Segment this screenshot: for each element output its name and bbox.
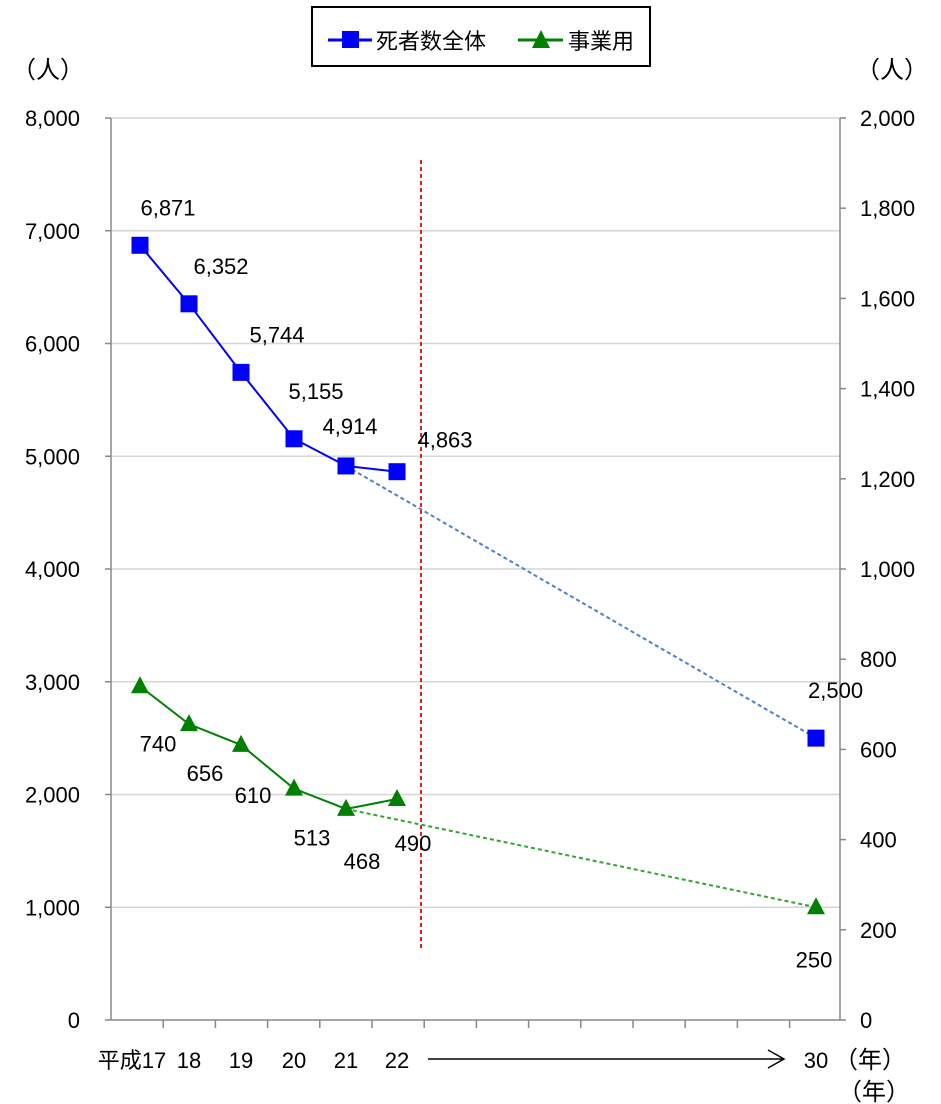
gridlines <box>111 117 840 908</box>
data-point-triangle <box>180 714 198 732</box>
target-label: 2,500 <box>808 678 863 703</box>
right-tick-label: 1,200 <box>860 467 915 492</box>
data-label: 468 <box>344 849 381 874</box>
right-tick-label: 200 <box>860 918 897 943</box>
data-point-triangle <box>232 734 250 752</box>
legend-box <box>311 6 651 67</box>
x-tick-label: 18 <box>177 1048 201 1073</box>
legend-label-total: 死者数全体 <box>376 30 486 55</box>
data-label: 490 <box>395 831 432 856</box>
data-point-triangle <box>388 789 406 807</box>
left-tick-label: 8,000 <box>25 106 80 131</box>
x-tick-label: 30 <box>804 1048 828 1073</box>
data-point-triangle <box>131 676 149 694</box>
left-axis-unit: （人） <box>12 56 84 84</box>
left-tick-label: 3,000 <box>25 670 80 695</box>
right-tick-label: 1,400 <box>860 377 915 402</box>
data-point-triangle <box>807 897 825 915</box>
data-label: 513 <box>294 826 331 851</box>
x-tick-label: 22 <box>385 1048 409 1073</box>
data-point-square <box>131 236 149 254</box>
x-axis-ticks <box>162 1020 791 1028</box>
x-axis-labels: 平成17 18 19 20 21 22 30 <box>98 1048 828 1073</box>
data-point-square <box>232 363 250 381</box>
data-label: 5,744 <box>249 322 304 347</box>
target-label: 250 <box>796 947 833 972</box>
right-axis-ticks: 0 200 400 600 800 1,000 1,200 1,400 1,600 1,800 2,… <box>840 106 915 1033</box>
legend-label-commercial: 事業用 <box>568 30 634 55</box>
right-tick-label: 2,000 <box>860 106 915 131</box>
right-tick-label: 1,800 <box>860 196 915 221</box>
x-tick-label: 19 <box>229 1048 253 1073</box>
x-tick-label: 平成17 <box>98 1048 166 1073</box>
left-tick-label: 1,000 <box>25 895 80 920</box>
data-point-square <box>807 729 825 747</box>
x-axis-arrow <box>428 1049 786 1069</box>
data-point-triangle <box>337 798 355 816</box>
x-tick-label: 20 <box>282 1048 306 1073</box>
right-tick-label: 400 <box>860 828 897 853</box>
target-line <box>345 807 817 909</box>
data-point-square <box>337 457 355 475</box>
x-tick-label: 21 <box>334 1048 358 1073</box>
series-line <box>139 685 398 810</box>
left-tick-label: 5,000 <box>25 444 80 469</box>
legend: 死者数全体 事業用 <box>311 6 651 67</box>
x-axis-unit-secondary: （年） <box>838 1078 910 1104</box>
right-tick-label: 1,000 <box>860 557 915 582</box>
data-point-square <box>388 463 406 481</box>
data-point-square <box>285 430 303 448</box>
series-layer: 6,871 6,352 5,744 5,155 4,914 4,863 2,500 740 65… <box>131 195 863 972</box>
data-label: 4,863 <box>417 428 472 453</box>
data-label: 656 <box>187 761 224 786</box>
data-label: 740 <box>140 731 177 756</box>
right-tick-label: 1,600 <box>860 286 915 311</box>
data-label: 610 <box>235 783 272 808</box>
legend-marker-triangle <box>532 30 550 48</box>
data-label: 5,155 <box>288 379 343 404</box>
right-axis-unit: （人） <box>856 56 928 84</box>
right-tick-label: 0 <box>860 1008 872 1033</box>
left-tick-label: 0 <box>68 1008 80 1033</box>
data-label: 4,914 <box>322 414 377 439</box>
x-axis-unit: （年） <box>834 1046 906 1074</box>
data-label: 6,352 <box>193 254 248 279</box>
left-tick-label: 2,000 <box>25 783 80 808</box>
right-tick-label: 600 <box>860 737 897 762</box>
legend-marker-square <box>342 31 359 48</box>
data-point-square <box>180 295 198 313</box>
left-tick-label: 4,000 <box>25 557 80 582</box>
right-tick-label: 800 <box>860 647 897 672</box>
data-point-triangle <box>285 778 303 796</box>
left-axis-ticks: 0 1,000 2,000 3,000 4,000 5,000 6,000 7,000 8,00… <box>25 106 111 1033</box>
left-tick-label: 7,000 <box>25 219 80 244</box>
target-line <box>345 465 817 739</box>
data-label: 6,871 <box>140 195 195 220</box>
left-tick-label: 6,000 <box>25 332 80 357</box>
